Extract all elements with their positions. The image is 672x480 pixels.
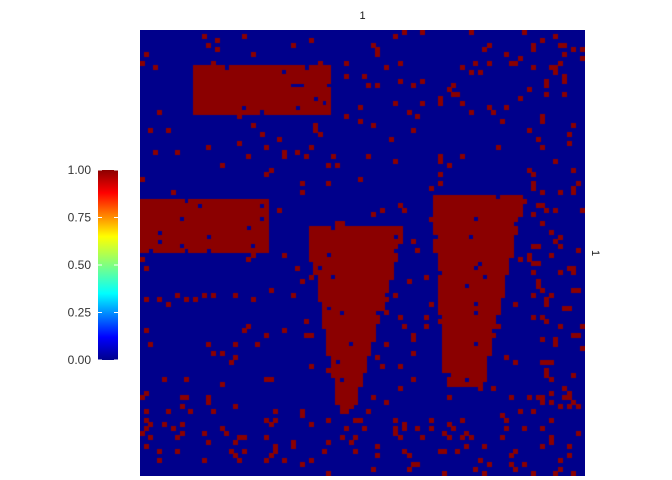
colorbar-tick-label: 0.75 xyxy=(68,211,92,225)
colorbar-tick-label: 0.25 xyxy=(68,306,92,320)
colorbar-gradient xyxy=(98,170,118,360)
colorbar-legend: 1.00 0.75 0.50 0.25 0.00 xyxy=(68,163,118,367)
heatmap-panel xyxy=(140,30,585,476)
facet-strip-right: 1 xyxy=(585,30,605,476)
facet-strip-top: 1 xyxy=(359,10,366,22)
colorbar-tick-label: 0.50 xyxy=(68,258,92,272)
colorbar-tick-label: 0.00 xyxy=(68,353,92,367)
colorbar-tick-label: 1.00 xyxy=(68,163,92,177)
facet-strip-right-label: 1 xyxy=(589,249,601,257)
